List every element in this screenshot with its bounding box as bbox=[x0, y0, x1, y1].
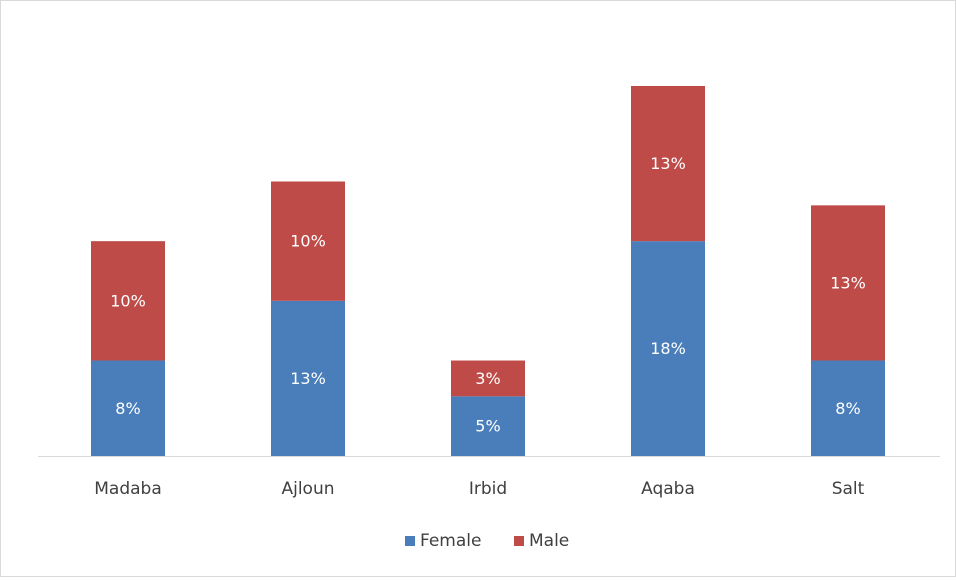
legend-swatch bbox=[514, 536, 524, 546]
data-label: 10% bbox=[110, 291, 146, 310]
x-tick-label: Madaba bbox=[94, 479, 162, 499]
data-label: 13% bbox=[290, 369, 326, 388]
x-tick-label: Aqaba bbox=[641, 479, 695, 499]
x-tick-label: Irbid bbox=[469, 479, 507, 499]
bar-segment bbox=[811, 205, 885, 361]
x-tick-label: Ajloun bbox=[281, 479, 334, 499]
bar-segment bbox=[631, 86, 705, 242]
x-tick-label: Salt bbox=[832, 479, 865, 499]
bar-segment bbox=[451, 360, 525, 397]
data-label: 13% bbox=[830, 273, 866, 292]
bar-segment bbox=[91, 360, 165, 456]
data-label: 3% bbox=[475, 369, 500, 388]
data-label: 5% bbox=[475, 417, 500, 436]
bar-segment bbox=[811, 360, 885, 456]
bar-segment bbox=[91, 241, 165, 361]
data-label: 10% bbox=[290, 232, 326, 251]
data-label: 18% bbox=[650, 339, 686, 358]
bar-segment bbox=[451, 396, 525, 456]
data-label: 8% bbox=[835, 399, 860, 418]
data-label: 13% bbox=[650, 154, 686, 173]
legend-label: Male bbox=[529, 531, 569, 551]
bar-segment bbox=[631, 241, 705, 456]
bar-segment bbox=[271, 300, 345, 456]
bar-segment bbox=[271, 181, 345, 301]
legend-label: Female bbox=[420, 531, 481, 551]
legend-swatch bbox=[405, 536, 415, 546]
data-label: 8% bbox=[115, 399, 140, 418]
